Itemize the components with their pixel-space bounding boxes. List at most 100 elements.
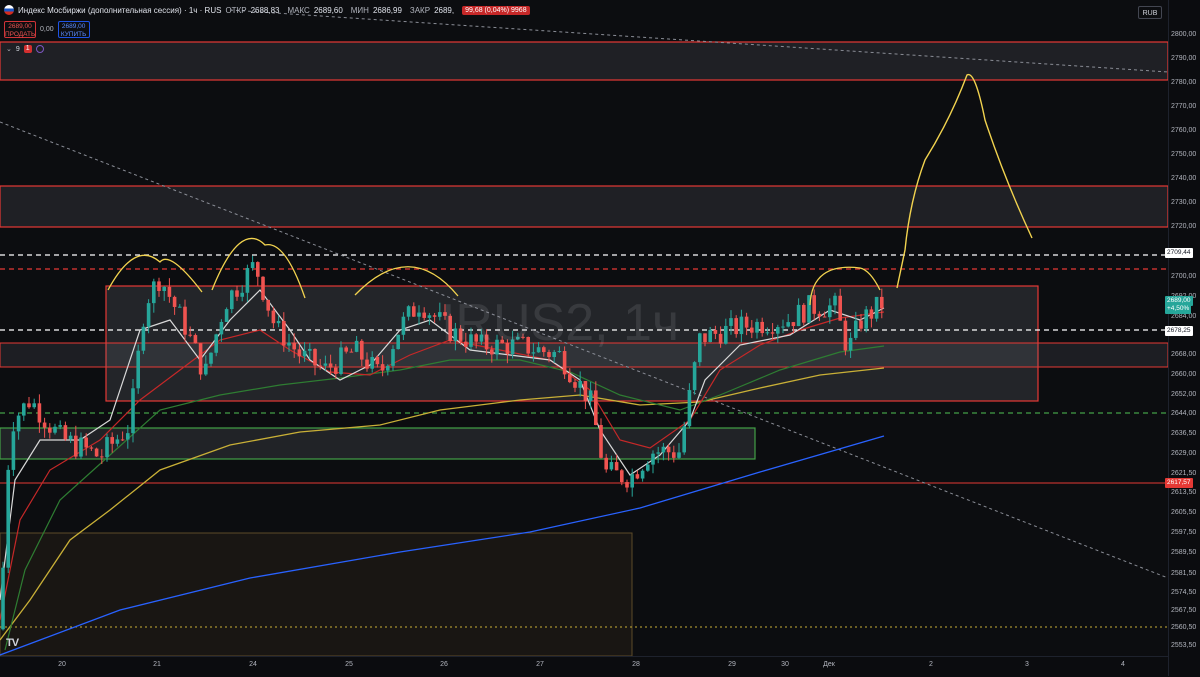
price-tick-label: 2800,00 [1171,31,1197,38]
price-tick-label: 2684,00 [1171,313,1197,320]
time-tick-label: 30 [781,661,789,668]
currency-button[interactable]: RUB [1138,6,1162,19]
candle [224,309,229,322]
candle [152,281,156,304]
candle [854,320,858,338]
candle [838,295,842,321]
price-scale[interactable]: 2800,00 2790,00 2780,00 2770,00 2760,00 2750,… [1165,0,1200,676]
symbol-title[interactable]: Индекс Мосбиржи (дополнительная сессия) … [18,5,222,15]
candle [661,446,666,453]
candle [427,315,432,318]
drawing-projection [896,73,1033,289]
candle [266,299,270,311]
candle [94,448,99,457]
candle [354,340,359,352]
price-tick-label: 2560,50 [1171,624,1197,631]
buy-label: КУПИТЬ [60,30,87,38]
buy-button[interactable]: 2689,00 КУПИТЬ [57,21,90,38]
chart-area[interactable]: IRUS2, 1ч [0,0,1168,656]
time-scale[interactable]: 20 21 24 25 26 27 28 29 30 Дек 2 3 4 [0,656,1168,677]
price-tick-label: 2613,50 [1171,489,1197,496]
candle [833,295,837,306]
chevron-down-icon[interactable]: ⌄ [6,46,12,53]
candle [412,306,416,317]
candle [287,342,291,346]
candle [516,336,520,340]
price-tick-label: 2700,00 [1171,273,1197,280]
time-tick-label: 27 [536,661,544,668]
candle [625,482,629,488]
low-key: МИН [350,5,369,15]
candle [729,318,733,326]
candle [760,321,764,334]
candle [183,306,187,335]
candle [791,322,796,327]
time-tick-label: 3 [1025,661,1029,668]
candle [828,305,832,318]
candle [131,388,135,434]
alert-badge[interactable]: 1 [23,45,32,53]
candle [453,328,458,342]
chart-header: Индекс Мосбиржи (дополнительная сессия) … [4,3,530,17]
close-value: 2689, [434,5,455,15]
candle [162,286,166,291]
candle [744,316,749,328]
candle [68,435,73,440]
trendline-down [0,121,1168,579]
candle [214,334,218,353]
candle [505,342,510,355]
candle [297,349,302,357]
ma-yellow [0,367,885,641]
candle [848,337,853,351]
support-zone [0,342,1168,368]
candle [656,452,660,454]
candle [313,348,317,366]
candle [406,306,411,317]
price-chart[interactable]: IRUS2, 1ч [0,0,1168,656]
candle [432,315,437,317]
price-tick-label: 2605,50 [1171,509,1197,516]
time-tick-label: 29 [728,661,736,668]
candle [786,322,790,327]
price-tick-label: 2567,50 [1171,607,1197,614]
time-tick-label: 2 [929,661,933,668]
candle [89,447,94,449]
candle [219,321,224,335]
price-tick-label: 2660,00 [1171,371,1197,378]
price-tag: +4,50% [1165,303,1192,314]
candle [552,351,556,358]
time-tick-label: 21 [153,661,161,668]
candle [765,332,770,334]
candle [469,334,473,347]
candle [391,349,395,366]
price-tick-label: 2553,50 [1171,642,1197,649]
time-tick-label: 28 [632,661,640,668]
time-tick-label: 25 [345,661,353,668]
price-tick-label: 2770,00 [1171,103,1197,110]
candle [276,320,281,324]
orange-zone [0,532,633,656]
ma-blue [0,435,885,656]
price-tag: 2678,25 [1165,325,1193,336]
candle [640,470,645,479]
candle [188,334,192,336]
candle [271,310,276,324]
candle [292,342,296,350]
candle [308,348,312,351]
candle [646,464,650,471]
candle [74,435,78,457]
price-tag: 2689,00 [1165,296,1193,307]
green-zone [0,427,756,460]
indicators-row[interactable]: ⌄ 9 1 [6,45,44,53]
candle [209,352,213,364]
candle [245,268,250,293]
sell-button[interactable]: 2689,00 ПРОДАТЬ [4,21,36,38]
candle [172,296,177,307]
candle [6,469,10,568]
indicator-circle-icon[interactable] [35,45,44,53]
candle [334,367,338,375]
open-value: 2688,83 [250,5,280,15]
candle [157,281,161,291]
price-tick-label: 2621,50 [1171,470,1197,477]
candle [776,327,780,334]
